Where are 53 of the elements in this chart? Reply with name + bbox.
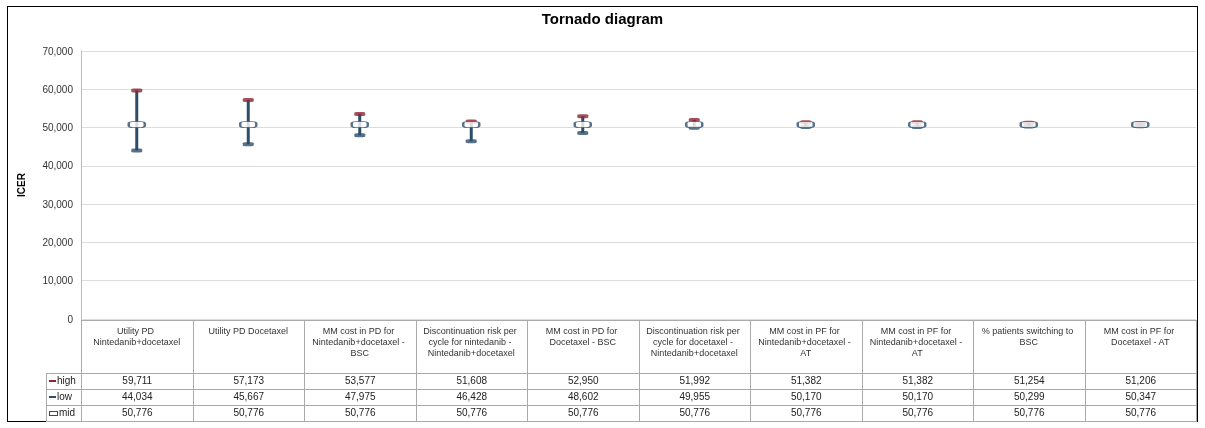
data-label: 53,577 bbox=[304, 373, 417, 390]
data-label: 59,711 bbox=[81, 373, 194, 390]
data-label: 52,950 bbox=[527, 373, 640, 390]
y-tick-label: 70,000 bbox=[42, 45, 74, 57]
data-label: 50,170 bbox=[861, 389, 974, 406]
data-label: 50,776 bbox=[415, 405, 528, 422]
x-tick-label: Discontinuation risk per cycle for docetaxel - Nintedanib+docetaxel bbox=[646, 325, 743, 358]
data-label: 44,034 bbox=[81, 389, 194, 406]
x-tick-label: MM cost in PF for Docetaxel - AT bbox=[1103, 325, 1177, 347]
data-label: 46,428 bbox=[415, 389, 528, 406]
data-label: 45,667 bbox=[192, 389, 305, 406]
data-label: 50,170 bbox=[750, 389, 863, 406]
x-tick-label: MM cost in PD for Docetaxel - BSC bbox=[545, 325, 620, 347]
data-label: 51,254 bbox=[973, 373, 1086, 390]
x-tick-label: Utility PD Nintedanib+docetaxel bbox=[93, 325, 181, 347]
x-tick-label: % patients switching to BSC bbox=[981, 325, 1076, 347]
data-label: 50,347 bbox=[1084, 389, 1197, 406]
y-axis-title: ICER bbox=[15, 172, 27, 197]
data-label: 50,776 bbox=[861, 405, 974, 422]
data-label: 50,776 bbox=[1084, 405, 1197, 422]
x-tick-label: MM cost in PD for Nintedanib+docetaxel - BSC bbox=[312, 325, 408, 358]
x-tick-label: Discontinuation risk per cycle for nintedanib - Nintedanib+docetaxel bbox=[423, 325, 520, 358]
data-label: 51,382 bbox=[750, 373, 863, 390]
data-label: 50,776 bbox=[304, 405, 417, 422]
y-tick-label: 60,000 bbox=[42, 83, 74, 95]
y-tick-label: 40,000 bbox=[42, 160, 74, 172]
data-label: 51,608 bbox=[415, 373, 528, 390]
legend-label: mid bbox=[59, 407, 76, 418]
data-label: 49,955 bbox=[638, 389, 751, 406]
data-label: 48,602 bbox=[527, 389, 640, 406]
data-label: 50,776 bbox=[81, 405, 194, 422]
data-label: 50,776 bbox=[638, 405, 751, 422]
data-label: 51,206 bbox=[1084, 373, 1197, 390]
chart-title: Tornado diagram bbox=[541, 10, 664, 27]
data-label: 50,776 bbox=[192, 405, 305, 422]
x-tick-label: MM cost in PF for Nintedanib+docetaxel - AT bbox=[869, 325, 965, 358]
data-label: 51,382 bbox=[861, 373, 974, 390]
y-tick-label: 10,000 bbox=[42, 275, 74, 287]
y-tick-label: 20,000 bbox=[42, 236, 74, 248]
y-tick-label: 0 bbox=[67, 313, 74, 325]
data-label: 47,975 bbox=[304, 389, 417, 406]
data-label: 50,776 bbox=[527, 405, 640, 422]
data-label: 51,992 bbox=[638, 373, 751, 390]
x-tick-label: Utility PD Docetaxel bbox=[208, 325, 289, 336]
legend-label: low bbox=[57, 391, 73, 402]
data-label: 50,776 bbox=[750, 405, 863, 422]
y-tick-label: 30,000 bbox=[42, 198, 74, 210]
y-tick-label: 50,000 bbox=[42, 122, 74, 134]
data-label: 50,299 bbox=[973, 389, 1086, 406]
x-tick-label: MM cost in PF for Nintedanib+docetaxel - AT bbox=[758, 325, 854, 358]
data-label: 57,173 bbox=[192, 373, 305, 390]
legend-label: high bbox=[57, 375, 76, 386]
data-label: 50,776 bbox=[973, 405, 1086, 422]
